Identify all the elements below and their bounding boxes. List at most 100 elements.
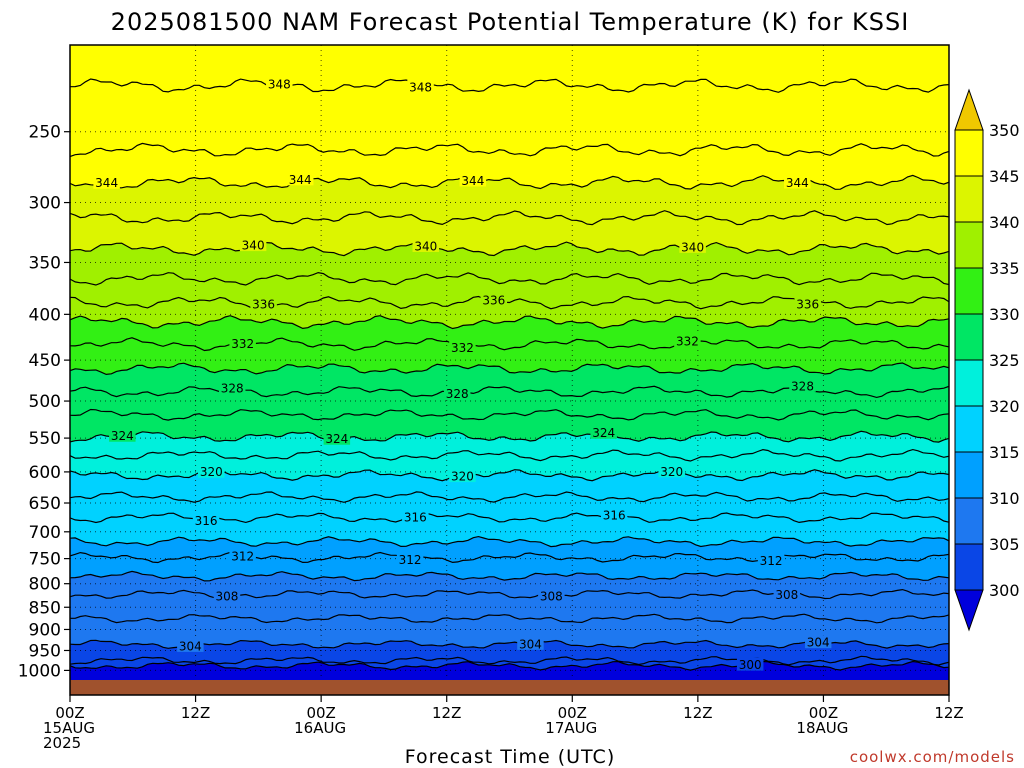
y-tick-label: 650 xyxy=(29,494,61,514)
svg-text:348: 348 xyxy=(409,80,432,94)
color-bands xyxy=(70,45,949,680)
svg-text:304: 304 xyxy=(179,639,202,653)
contour-324 xyxy=(70,430,949,443)
y-tick-label: 250 xyxy=(29,123,61,143)
y-tick-label: 350 xyxy=(29,253,61,273)
y-axis: 2503003504004505005506006507007508008509… xyxy=(18,123,70,681)
svg-text:308: 308 xyxy=(540,589,563,603)
contour-label: 336 xyxy=(480,292,508,307)
contour-label: 332 xyxy=(449,340,476,355)
colorbar-tick-label: 300 xyxy=(989,581,1020,600)
contour-label: 344 xyxy=(784,175,811,190)
svg-text:312: 312 xyxy=(399,553,422,567)
y-tick-label: 450 xyxy=(29,351,61,371)
contour-338 xyxy=(70,271,949,286)
svg-text:328: 328 xyxy=(446,387,469,401)
svg-text:344: 344 xyxy=(289,173,312,187)
svg-text:348: 348 xyxy=(268,77,291,91)
colorbar-tick-label: 340 xyxy=(989,213,1020,232)
x-tick-label: 00Z xyxy=(558,704,587,722)
contour-label: 344 xyxy=(286,172,314,187)
svg-text:344: 344 xyxy=(786,176,809,190)
y-tick-label: 1000 xyxy=(18,661,61,681)
svg-text:328: 328 xyxy=(221,382,244,396)
contour-label: 304 xyxy=(177,638,204,653)
colorbar-tick-label: 315 xyxy=(989,443,1020,462)
svg-text:340: 340 xyxy=(414,239,437,253)
contour-label: 316 xyxy=(600,508,628,523)
contour-labels: 300 304 304 304 308 308 308 312 312 312 316 316 316 3… xyxy=(93,76,832,672)
svg-text:324: 324 xyxy=(111,429,134,443)
x-tick-label: 16AUG xyxy=(294,719,346,737)
y-tick-label: 800 xyxy=(29,575,61,595)
colorbar-segment xyxy=(954,221,984,269)
x-tick-label: 00Z xyxy=(809,704,838,722)
contour-306 xyxy=(70,613,949,624)
x-tick-label: 18AUG xyxy=(796,719,848,737)
svg-text:332: 332 xyxy=(451,341,474,355)
colorbar-segment xyxy=(954,405,984,453)
svg-text:320: 320 xyxy=(660,465,683,479)
y-tick-label: 950 xyxy=(29,641,61,661)
x-tick-label: 17AUG xyxy=(545,719,597,737)
colorbar-extend-top xyxy=(954,88,984,131)
credit-text: coolwx.com/models xyxy=(850,748,1015,766)
contour-label: 320 xyxy=(449,469,476,484)
x-axis-label: Forecast Time (UTC) xyxy=(405,746,615,768)
colorbar-tick-label: 345 xyxy=(989,167,1020,186)
contour-label: 308 xyxy=(538,588,565,603)
contour-label: 340 xyxy=(412,238,440,253)
contour-label: 344 xyxy=(459,173,487,188)
x-tick-label: 00Z xyxy=(306,704,335,722)
contour-label: 324 xyxy=(109,428,136,443)
colorbar-segment xyxy=(954,175,984,223)
contour-label: 324 xyxy=(590,425,617,440)
contour-330 xyxy=(70,362,949,376)
y-tick-label: 900 xyxy=(29,620,61,640)
svg-text:332: 332 xyxy=(231,337,254,351)
y-tick-label: 600 xyxy=(29,463,61,483)
colorbar-tick-label: 330 xyxy=(989,305,1020,324)
svg-text:304: 304 xyxy=(519,637,542,651)
contour-label: 328 xyxy=(443,386,471,401)
svg-text:308: 308 xyxy=(216,589,239,603)
ground-strip xyxy=(70,680,949,695)
y-tick-label: 300 xyxy=(29,194,61,214)
svg-text:344: 344 xyxy=(461,174,484,188)
contour-label: 316 xyxy=(192,513,220,528)
contour-label: 312 xyxy=(757,553,785,568)
svg-text:316: 316 xyxy=(404,511,427,525)
x-tick-label: 12Z xyxy=(432,704,461,722)
colorbar-tick-label: 305 xyxy=(989,535,1020,554)
contour-label: 332 xyxy=(229,336,256,351)
colorbar-segment xyxy=(954,543,984,591)
svg-text:312: 312 xyxy=(231,549,254,563)
contour-300 xyxy=(70,660,949,671)
contour-326 xyxy=(70,408,949,421)
x-tick-label: 00Z xyxy=(55,704,84,722)
svg-text:336: 336 xyxy=(252,297,275,311)
contour-label: 308 xyxy=(213,588,241,603)
contour-label: 312 xyxy=(396,552,424,567)
contour-lines xyxy=(70,78,949,671)
colorbar-segment xyxy=(954,313,984,361)
x-tick-label: 12Z xyxy=(683,704,712,722)
svg-text:320: 320 xyxy=(200,465,223,479)
svg-text:328: 328 xyxy=(791,379,814,393)
contour-label: 336 xyxy=(794,296,821,311)
colorbar-extend-bottom xyxy=(954,589,984,632)
chart-title: 2025081500 NAM Forecast Potential Temper… xyxy=(111,8,910,36)
svg-text:304: 304 xyxy=(807,636,830,650)
colorbar-segment xyxy=(954,451,984,499)
contour-label: 328 xyxy=(218,381,246,396)
y-tick-label: 400 xyxy=(29,305,61,325)
contour-label: 316 xyxy=(402,510,429,525)
y-tick-label: 550 xyxy=(29,429,61,449)
contour-label: 320 xyxy=(198,464,225,479)
svg-text:316: 316 xyxy=(603,509,626,523)
colorbar-tick-label: 335 xyxy=(989,259,1020,278)
contour-label: 344 xyxy=(93,175,120,190)
x-tick-label: 12Z xyxy=(934,704,963,722)
x-tick-label: 15AUG xyxy=(43,719,95,737)
